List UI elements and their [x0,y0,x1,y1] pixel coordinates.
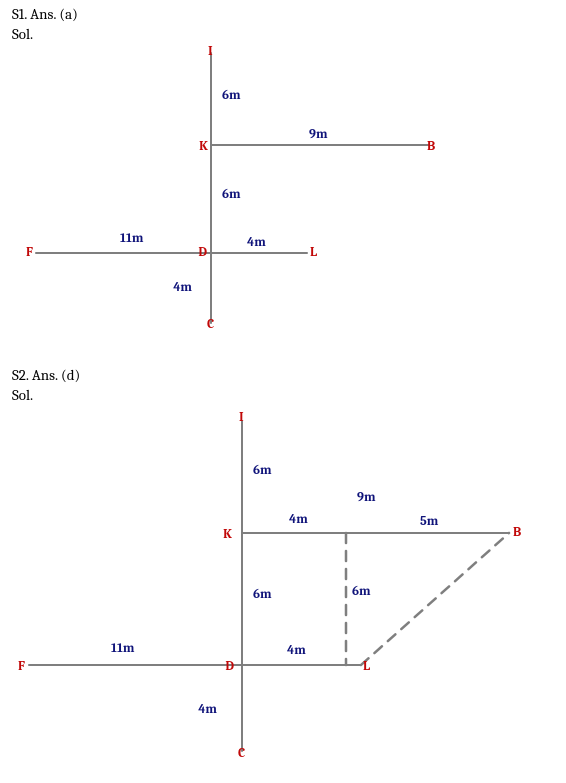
svg-text:11m: 11m [120,231,144,246]
svg-text:F: F [18,659,25,674]
svg-text:4m: 4m [173,280,192,295]
s1-svg: 6m 9m 6m 11m 4m 4m I K B D F L C [12,45,492,335]
svg-text:6m: 6m [253,463,272,478]
s1-diagram: 6m 9m 6m 11m 4m 4m I K B D F L C [12,45,554,339]
svg-text:4m: 4m [289,512,308,527]
svg-text:B: B [427,139,435,154]
s2-dashed-lines [346,533,509,665]
svg-text:6m: 6m [222,88,241,103]
svg-text:C: C [238,746,245,761]
s2-sol-label: Sol. [12,385,554,405]
svg-text:K: K [199,139,208,154]
s2-svg: 6m 9m 4m 5m 6m 6m 11m 4m 4m I K B D F L C [12,405,566,765]
page-root: S1. Ans. (a) Sol. 6m9m6m11m4m4m IKBDFLC … [0,0,566,769]
svg-text:9m: 9m [309,127,328,142]
svg-text:6m: 6m [352,584,371,599]
s1-sol-label: Sol. [12,24,554,44]
svg-text:L: L [363,659,370,674]
svg-text:5m: 5m [420,514,439,529]
s2-dimensions: 6m 9m 4m 5m 6m 6m 11m 4m 4m [111,463,439,717]
svg-text:F: F [26,245,33,260]
svg-text:D: D [225,659,234,674]
svg-text:11m: 11m [111,641,135,656]
svg-text:B: B [513,525,521,540]
svg-text:L: L [310,245,317,260]
svg-text:I: I [239,410,244,425]
svg-text:6m: 6m [222,187,241,202]
svg-text:6m: 6m [253,587,272,602]
svg-text:K: K [223,527,232,542]
svg-text:D: D [198,245,207,260]
svg-text:9m: 9m [357,490,376,505]
s1-dimensions: 6m 9m 6m 11m 4m 4m [120,88,328,295]
s2-diagram: 6m 9m 4m 5m 6m 6m 11m 4m 4m I K B D F L C [12,405,554,769]
s1-heading: S1. Ans. (a) [12,4,554,24]
svg-text:I: I [208,45,213,59]
s2-heading: S2. Ans. (d) [12,365,554,385]
svg-text:4m: 4m [287,643,306,658]
svg-text:C: C [207,317,214,332]
svg-text:4m: 4m [247,235,266,250]
svg-text:4m: 4m [198,702,217,717]
